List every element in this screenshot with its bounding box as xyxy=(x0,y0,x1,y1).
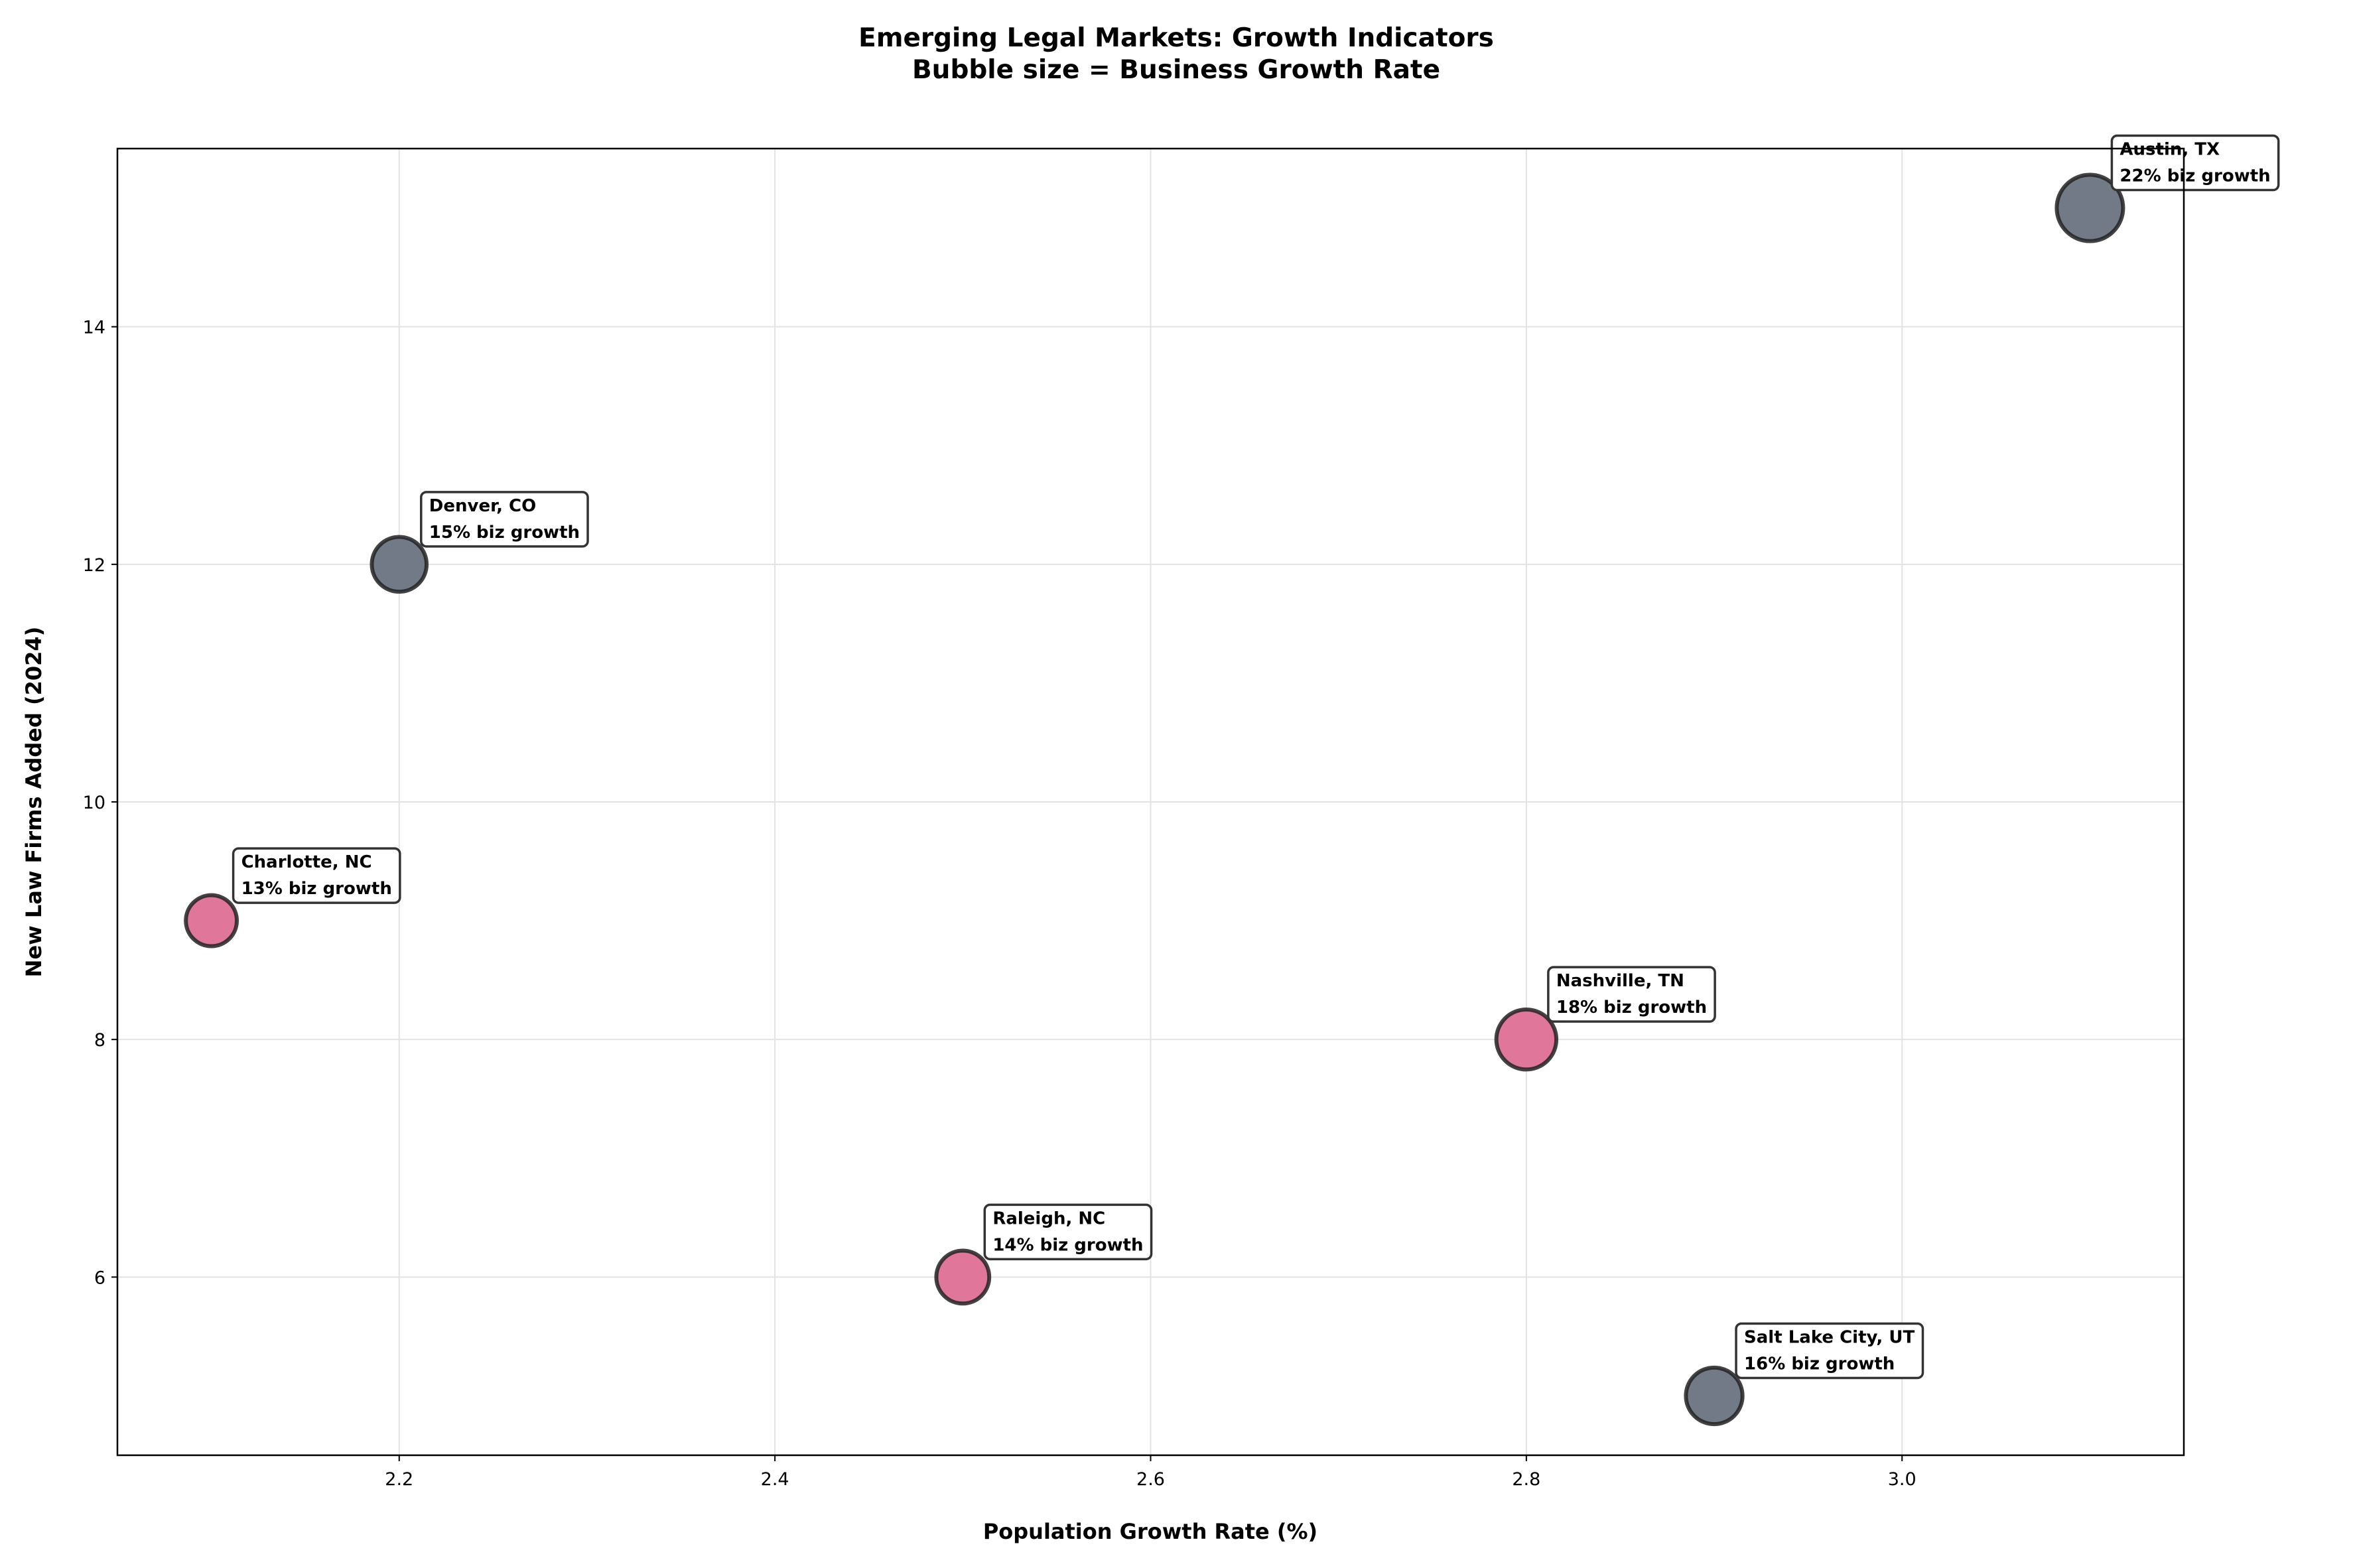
x-tick-label: 2.2 xyxy=(385,1469,413,1490)
annotation-city: Austin, TX xyxy=(2120,140,2220,160)
grid xyxy=(117,149,2184,1455)
bubble[interactable] xyxy=(2054,172,2125,243)
y-axis-label: New Law Firms Added (2024) xyxy=(21,627,46,978)
annotation-box xyxy=(1735,1322,1924,1380)
annotation-growth: 13% biz growth xyxy=(241,879,392,899)
y-tick-label: 10 xyxy=(83,793,105,813)
annotation-city: Salt Lake City, UT xyxy=(1744,1327,1915,1347)
bubble-annotation: Denver, CO 15% biz growth xyxy=(420,491,589,548)
annotation-growth: 16% biz growth xyxy=(1744,1354,1895,1374)
annotation-box xyxy=(1547,966,1716,1023)
bubble-annotation: Raleigh, NC 14% biz growth xyxy=(983,1203,1153,1261)
annotation-city: Nashville, TN xyxy=(1556,971,1684,991)
y-tick-label: 8 xyxy=(94,1030,105,1051)
annotation-city: Denver, CO xyxy=(429,496,536,516)
bubble-annotation: Charlotte, NC 13% biz growth xyxy=(232,847,401,904)
x-ticks: 2.2 2.4 2.6 2.8 3.0 xyxy=(385,1455,1917,1490)
annotation-growth: 14% biz growth xyxy=(992,1235,1143,1255)
annotation-growth: 22% biz growth xyxy=(2120,166,2270,186)
annotation-box xyxy=(983,1203,1153,1261)
bubble-annotation: Salt Lake City, UT 16% biz growth xyxy=(1735,1322,1924,1380)
y-ticks: 6 8 10 12 14 xyxy=(83,318,117,1288)
bubble[interactable] xyxy=(1494,1007,1559,1072)
y-tick-label: 14 xyxy=(83,318,105,338)
annotation-growth: 15% biz growth xyxy=(429,523,580,543)
annotation-city: Raleigh, NC xyxy=(992,1209,1105,1228)
annotation-box xyxy=(420,491,589,548)
bubble-annotation: Austin, TX 22% biz growth xyxy=(2110,134,2280,192)
points: Austin, TX 22% biz growth Denver, CO 15% bi… xyxy=(184,134,2280,1427)
annotation-city: Charlotte, NC xyxy=(241,852,372,872)
annotation-box xyxy=(232,847,401,904)
plot-frame xyxy=(116,147,2185,1457)
bubble[interactable] xyxy=(370,535,429,594)
bubble[interactable] xyxy=(184,893,239,948)
annotation-growth: 18% biz growth xyxy=(1556,998,1707,1017)
x-axis-label: Population Growth Rate (%) xyxy=(983,1519,1317,1544)
bubble-annotation: Nashville, TN 18% biz growth xyxy=(1547,966,1716,1023)
y-tick-label: 6 xyxy=(94,1268,105,1288)
x-tick-label: 2.4 xyxy=(761,1469,789,1490)
y-tick-label: 12 xyxy=(83,555,105,576)
bubble[interactable] xyxy=(1684,1365,1745,1427)
chart-title: Emerging Legal Markets: Growth Indicator… xyxy=(858,23,1494,53)
x-tick-label: 2.8 xyxy=(1512,1469,1540,1490)
bubble[interactable] xyxy=(934,1248,992,1306)
x-tick-label: 3.0 xyxy=(1888,1469,1917,1490)
chart-subtitle: Bubble size = Business Growth Rate xyxy=(912,55,1440,85)
x-tick-label: 2.6 xyxy=(1136,1469,1165,1490)
